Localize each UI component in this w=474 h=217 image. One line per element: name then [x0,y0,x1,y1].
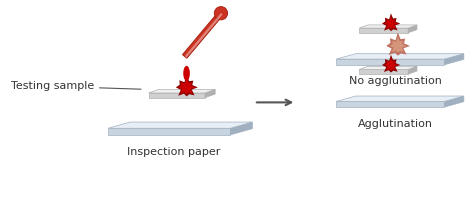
Polygon shape [359,28,408,33]
Polygon shape [336,54,464,59]
Text: Inspection paper: Inspection paper [127,147,220,157]
Polygon shape [385,58,398,70]
Polygon shape [359,69,408,74]
Polygon shape [108,128,230,135]
Polygon shape [336,101,444,107]
Polygon shape [382,13,401,31]
Polygon shape [182,12,223,58]
Polygon shape [336,59,444,65]
Polygon shape [444,96,464,107]
Text: Agglutination: Agglutination [357,119,432,129]
Polygon shape [183,66,190,81]
Polygon shape [230,122,252,135]
Polygon shape [390,37,406,53]
Text: No agglutination: No agglutination [348,76,441,86]
Polygon shape [408,25,417,33]
Polygon shape [444,54,464,65]
Polygon shape [179,78,195,94]
Text: Testing sample: Testing sample [11,81,141,91]
Circle shape [214,7,228,20]
Polygon shape [185,13,222,58]
Polygon shape [205,89,215,98]
Polygon shape [408,66,417,74]
Polygon shape [382,55,401,73]
Polygon shape [108,122,252,128]
Polygon shape [359,25,417,28]
Polygon shape [148,93,205,98]
Polygon shape [148,89,215,93]
Polygon shape [386,33,410,56]
Polygon shape [176,75,198,96]
Polygon shape [385,16,398,29]
Polygon shape [359,66,417,69]
Polygon shape [336,96,464,101]
